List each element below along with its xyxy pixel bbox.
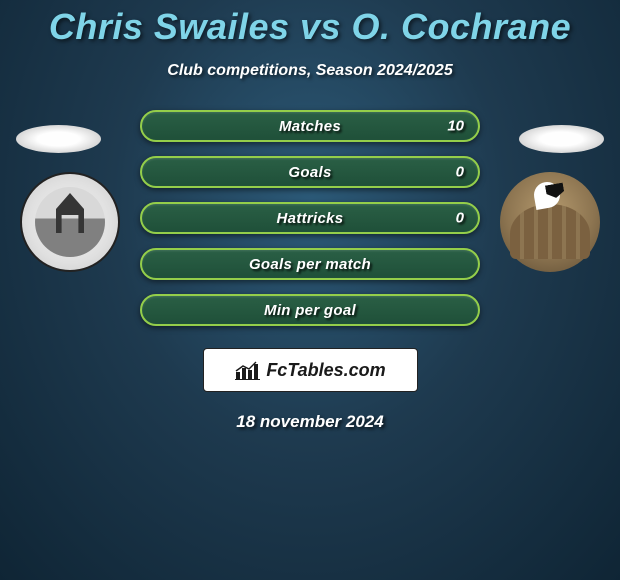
stat-label: Goals xyxy=(288,164,331,181)
stat-label: Hattricks xyxy=(277,210,344,227)
season-subtitle: Club competitions, Season 2024/2025 xyxy=(167,62,452,80)
club-crest-right xyxy=(500,172,600,272)
stat-right-value: 0 xyxy=(456,164,464,181)
stat-row-hattricks: Hattricks 0 xyxy=(140,202,480,234)
player-marker-left xyxy=(16,125,101,153)
stat-label: Goals per match xyxy=(249,256,371,273)
snapshot-date: 18 november 2024 xyxy=(236,412,383,432)
stat-row-matches: Matches 10 xyxy=(140,110,480,142)
stat-rows: Matches 10 Goals 0 Hattricks 0 Goals per… xyxy=(140,110,480,326)
player-marker-right xyxy=(519,125,604,153)
crest-left-graphic xyxy=(35,187,105,257)
stat-right-value: 0 xyxy=(456,210,464,227)
crest-right-graphic xyxy=(510,204,590,259)
comparison-card: Chris Swailes vs O. Cochrane Club compet… xyxy=(0,0,620,432)
stat-row-goals: Goals 0 xyxy=(140,156,480,188)
club-crest-left xyxy=(20,172,120,272)
stat-row-goals-per-match: Goals per match xyxy=(140,248,480,280)
stat-row-min-per-goal: Min per goal xyxy=(140,294,480,326)
stat-label: Matches xyxy=(279,118,341,135)
stat-label: Min per goal xyxy=(264,302,356,319)
bar-chart-icon xyxy=(234,360,260,380)
brand-badge[interactable]: FcTables.com xyxy=(203,348,418,392)
stat-right-value: 10 xyxy=(447,118,464,135)
page-title: Chris Swailes vs O. Cochrane xyxy=(49,6,571,48)
brand-name: FcTables.com xyxy=(266,360,385,381)
